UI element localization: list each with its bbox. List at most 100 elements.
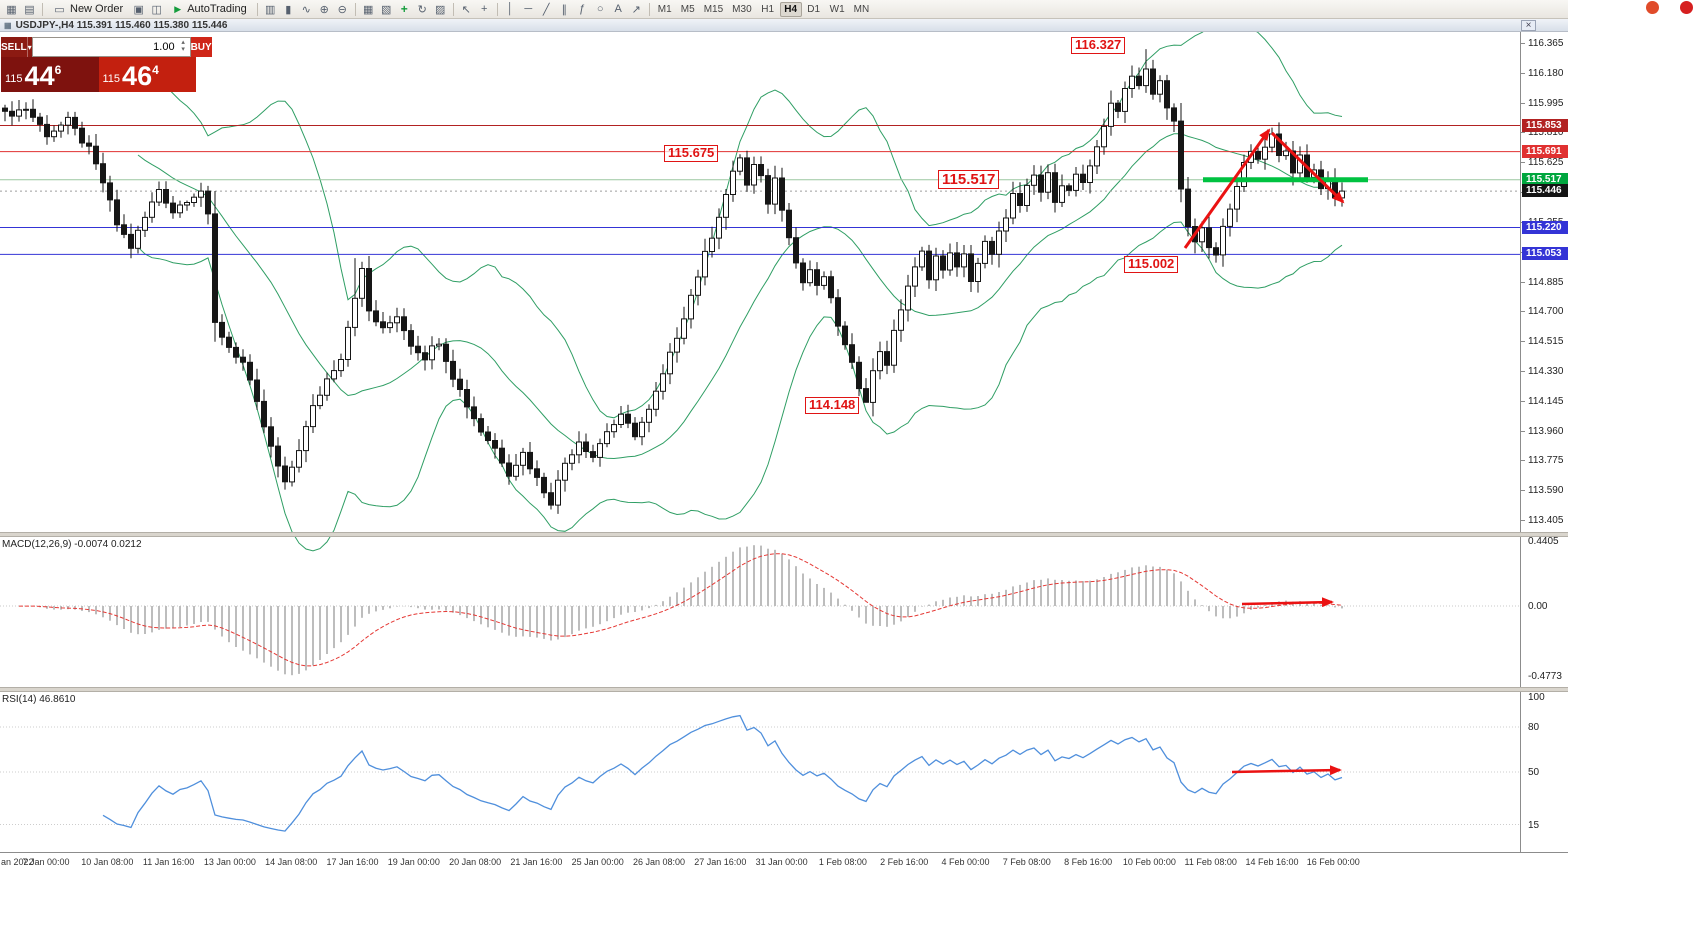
price-scale-tick: [1521, 43, 1525, 44]
macd-splitter[interactable]: [0, 532, 1568, 537]
templates-icon[interactable]: ▨: [435, 3, 446, 16]
toolbar-separator: [256, 2, 258, 16]
decoration-circle-1: [1646, 1, 1659, 14]
rsi-label: RSI(14) 46.8610: [2, 694, 76, 705]
sell-price-prefix: 115: [5, 73, 23, 85]
timeframe-toolbar: M1 M5 M15 M30 H1 H4 D1 W1 MN: [654, 1, 873, 17]
indicators-icon[interactable]: +: [400, 2, 408, 16]
timeframe-m1-button[interactable]: M1: [657, 3, 672, 15]
time-axis-label: 11 Feb 08:00: [1184, 857, 1237, 867]
price-level-badge: 115.517: [1522, 172, 1568, 186]
timeframe-h1-button[interactable]: H1: [761, 3, 775, 15]
trade-dropdown-button[interactable]: ▾: [26, 37, 32, 57]
horizontal-line-icon[interactable]: ─: [524, 3, 533, 15]
crosshair-icon[interactable]: +: [481, 3, 488, 15]
volume-down-icon[interactable]: ▾: [181, 46, 185, 53]
toolbar-separator: [648, 2, 650, 16]
shapes-icon[interactable]: ○: [596, 3, 604, 15]
channel-icon[interactable]: ∥: [561, 3, 567, 16]
vertical-line-icon[interactable]: │: [506, 3, 514, 15]
time-axis-label: 10 Feb 00:00: [1122, 857, 1176, 867]
new-chart-icon[interactable]: ▦: [6, 3, 17, 16]
rsi-plot: [0, 714, 1520, 832]
time-axis-label: 14 Jan 08:00: [265, 857, 318, 867]
price-scale-tick: [1521, 162, 1525, 164]
time-axis-label: 27 Jan 16:00: [694, 857, 747, 867]
price-scale-tick: [1521, 370, 1525, 372]
price-scale-label: 116.365: [1528, 38, 1564, 49]
profiles-icon[interactable]: ▤: [24, 3, 35, 16]
sell-price[interactable]: 115 44 6: [1, 57, 99, 92]
line-chart-icon[interactable]: ∿: [301, 3, 311, 16]
trendline-icon[interactable]: ╱: [542, 3, 550, 16]
time-axis-label: 14 Feb 16:00: [1245, 857, 1299, 867]
arrows-icon[interactable]: ↗: [631, 3, 641, 16]
time-axis-label: 8 Feb 16:00: [1064, 857, 1113, 867]
timeframe-d1-button[interactable]: D1: [807, 3, 821, 15]
time-axis-label: 17 Jan 16:00: [326, 857, 379, 867]
bar-chart-icon[interactable]: ▥: [265, 3, 276, 16]
time-axis-label: 7 Feb 08:00: [1002, 857, 1051, 867]
buy-price-big: 46: [122, 61, 153, 91]
autotrading-button[interactable]: ▶ AutoTrading: [166, 1, 253, 17]
sell-button[interactable]: SELL: [1, 37, 27, 57]
candlestick-icon[interactable]: ▮: [285, 3, 292, 16]
buy-button[interactable]: BUY: [190, 37, 212, 57]
data-window-icon[interactable]: ◫: [151, 3, 162, 16]
timeframe-m30-button[interactable]: M30: [732, 3, 752, 15]
time-axis[interactable]: an 2022 7 Jan 00:00 10 Jan 08:00 11 Jan 16:…: [0, 852, 1568, 872]
mt4-terminal-window: ▦ ▤ ▭ New Order ▣ ◫ ▶ AutoTrading ▥ ▮ ∿ …: [0, 0, 1568, 872]
price-scale-tick: [1521, 460, 1525, 462]
cursor-icon[interactable]: ↖: [461, 3, 471, 16]
price-scale[interactable]: 116.365 116.180 115.995 115.810 115.625 115.4…: [1520, 32, 1568, 852]
timeframe-h4-button[interactable]: H4: [779, 1, 802, 17]
price-scale-tick: [1521, 400, 1525, 402]
timeframe-m15-button[interactable]: M15: [703, 3, 724, 15]
price-scale-tick: [1521, 341, 1525, 343]
price-scale-tick: [1521, 311, 1525, 313]
timeframe-m5-button[interactable]: M5: [680, 3, 695, 15]
buy-price[interactable]: 115 46 4: [98, 57, 196, 92]
time-axis-label: 7 Jan 00:00: [22, 857, 70, 867]
time-axis-label: an 2022: [1, 857, 34, 867]
main-toolbar: ▦ ▤ ▭ New Order ▣ ◫ ▶ AutoTrading ▥ ▮ ∿ …: [0, 0, 1568, 19]
price-scale-label: 115.995: [1528, 97, 1564, 109]
trend-arrows[interactable]: [1183, 128, 1345, 776]
time-axis-label: 13 Jan 00:00: [203, 857, 256, 867]
close-chart-button[interactable]: ×: [1521, 19, 1536, 31]
tile-windows-icon[interactable]: ▦: [363, 3, 374, 16]
time-axis-label: 11 Jan 16:00: [142, 857, 195, 867]
toolbar-separator: [452, 2, 454, 16]
rsi-scale-label: 80: [1528, 722, 1540, 733]
rsi-splitter[interactable]: [0, 687, 1568, 692]
price-scale-label: 113.775: [1528, 455, 1564, 467]
toolbar-separator: [496, 2, 498, 16]
zoom-in-icon[interactable]: ⊕: [319, 3, 329, 16]
buy-price-pip: 4: [152, 63, 159, 77]
time-axis-label: 25 Jan 00:00: [571, 857, 624, 867]
sell-price-big: 44: [24, 61, 55, 91]
new-order-button[interactable]: ▭ New Order: [47, 1, 129, 17]
timeframe-w1-button[interactable]: W1: [829, 3, 845, 15]
horizontal-level-lines[interactable]: [0, 125, 1520, 255]
price-scale-label: 113.590: [1528, 485, 1564, 497]
price-scale-label: 115.625: [1528, 157, 1564, 169]
chart-title-icon: ▦: [4, 20, 12, 30]
volume-input[interactable]: [32, 41, 177, 53]
volume-up-icon[interactable]: ▴: [181, 39, 185, 46]
zoom-out-icon[interactable]: ⊖: [337, 3, 347, 16]
chart-title: USDJPY-,H4 115.391 115.460 115.380 115.4…: [15, 19, 228, 31]
price-scale-label: 113.960: [1528, 425, 1564, 437]
rsi-scale-label: 100: [1528, 692, 1545, 703]
cascade-windows-icon[interactable]: ▧: [381, 3, 392, 16]
periods-icon[interactable]: ↻: [417, 3, 427, 16]
toolbar-separator: [42, 2, 43, 16]
text-icon[interactable]: A: [614, 3, 622, 15]
fibonacci-icon[interactable]: ƒ: [579, 3, 586, 15]
time-axis-label: 1 Feb 08:00: [818, 857, 867, 867]
metaeditor-icon[interactable]: ▣: [133, 3, 144, 16]
chart-canvas[interactable]: [0, 32, 1520, 852]
timeframe-mn-button[interactable]: MN: [853, 3, 870, 15]
buy-price-prefix: 115: [102, 73, 121, 85]
